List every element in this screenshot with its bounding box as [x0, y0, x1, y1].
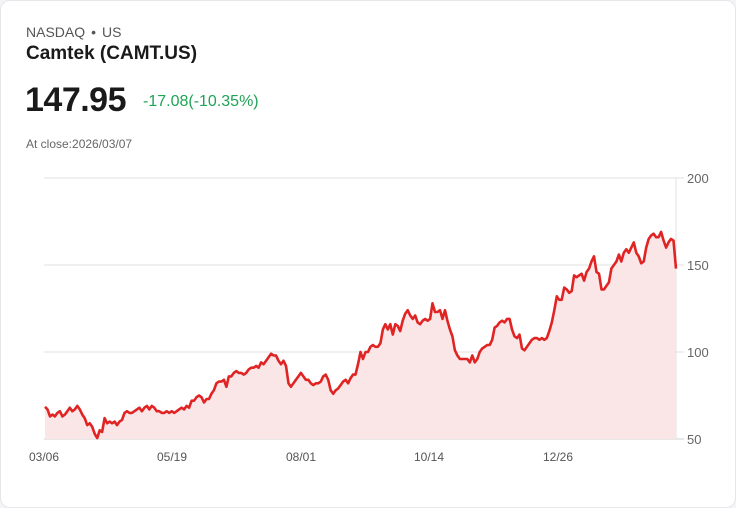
y-tick-label: 150	[687, 258, 709, 273]
exchange-line: NASDAQ • US	[26, 24, 121, 40]
x-tick-label: 05/19	[157, 450, 187, 464]
price-area	[45, 231, 676, 439]
x-tick-label: 10/14	[414, 450, 444, 464]
y-tick-label: 100	[687, 345, 709, 360]
price-chart[interactable]: 200 150 100 50 03/06 05/19 08/01 10/14 12/26	[1, 161, 736, 471]
price-change: -17.08(-10.35%)	[143, 93, 259, 110]
y-axis-labels: 200 150 100 50	[687, 171, 709, 447]
price-line	[44, 230, 678, 440]
y-tick-label: 200	[687, 171, 709, 186]
x-axis-labels: 03/06 05/19 08/01 10/14 12/26	[29, 450, 573, 464]
x-tick-label: 12/26	[543, 450, 573, 464]
close-date: At close:2026/03/07	[26, 137, 133, 151]
stock-price: 147.95	[25, 81, 127, 119]
region: US	[102, 24, 122, 40]
y-tick-label: 50	[687, 432, 701, 447]
x-tick-label: 08/01	[286, 450, 316, 464]
x-tick-label: 03/06	[29, 450, 59, 464]
exchange-name: NASDAQ	[26, 24, 86, 40]
stock-name: Camtek (CAMT.US)	[26, 43, 198, 64]
separator-dot: •	[91, 24, 97, 40]
